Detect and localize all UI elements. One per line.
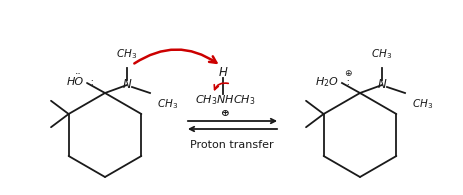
- Text: $\oplus$: $\oplus$: [343, 68, 352, 78]
- Text: CH$_3$: CH$_3$: [116, 47, 138, 61]
- Text: $\mathbf{\oplus}$: $\mathbf{\oplus}$: [219, 108, 229, 118]
- Text: CH$_3$: CH$_3$: [156, 97, 178, 111]
- Text: ··: ··: [75, 69, 81, 79]
- Text: N: N: [377, 79, 386, 91]
- Text: H$_2$O: H$_2$O: [314, 75, 338, 89]
- Text: :: :: [87, 77, 94, 87]
- Text: H: H: [218, 66, 227, 79]
- Text: N: N: [122, 79, 131, 91]
- Text: :: :: [342, 77, 350, 87]
- Text: CH$_3$: CH$_3$: [370, 47, 392, 61]
- Text: HO: HO: [67, 77, 84, 87]
- Text: Proton transfer: Proton transfer: [190, 140, 273, 150]
- Text: CH$_3$NHCH$_3$: CH$_3$NHCH$_3$: [194, 93, 255, 107]
- Text: CH$_3$: CH$_3$: [411, 97, 432, 111]
